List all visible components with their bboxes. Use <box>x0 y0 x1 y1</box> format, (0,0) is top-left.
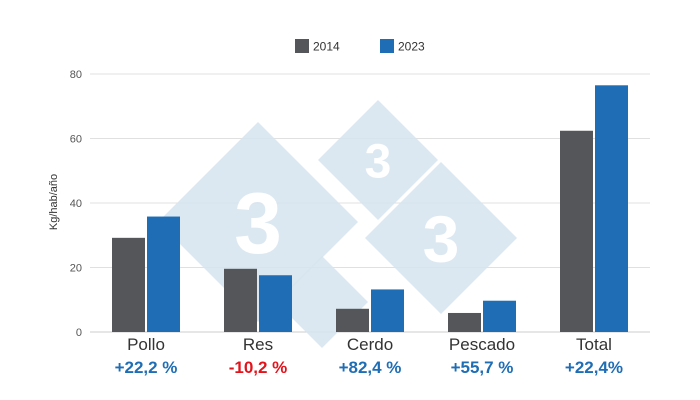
x-category-label: Pescado <box>449 335 515 354</box>
watermark-logo: 333 <box>158 100 517 348</box>
bar-2014-total <box>560 130 593 332</box>
bar-2014-pollo <box>112 237 145 332</box>
y-tick-label: 40 <box>70 198 82 210</box>
bars-group <box>112 85 628 332</box>
change-label: +22,4% <box>565 358 623 377</box>
bar-2014-pescado <box>448 312 481 332</box>
bar-2023-cerdo <box>371 289 404 332</box>
legend-label: 2023 <box>398 40 425 54</box>
x-axis-categories: Pollo Res Cerdo Pescado Total <box>127 335 612 354</box>
watermark-diamond <box>318 100 438 220</box>
y-axis-ticks: 0 20 40 60 80 <box>70 69 82 339</box>
change-labels: +22,2 % -10,2 % +82,4 % +55,7 % +22,4% <box>115 358 624 377</box>
watermark-digit: 3 <box>234 176 282 272</box>
legend: 2014 2023 <box>295 39 425 54</box>
x-category-label: Total <box>576 335 612 354</box>
y-tick-label: 80 <box>70 69 82 81</box>
bar-2014-res <box>224 268 257 332</box>
y-tick-label: 0 <box>76 327 82 339</box>
y-axis-label: Kg/hab/año <box>48 174 60 230</box>
y-tick-label: 20 <box>70 263 82 275</box>
bar-2023-total <box>595 85 628 332</box>
y-tick-label: 60 <box>70 134 82 146</box>
watermark-digit: 3 <box>423 202 460 276</box>
bar-2023-pescado <box>483 300 516 332</box>
watermark-digit: 3 <box>365 135 392 188</box>
bar-2014-cerdo <box>336 308 369 332</box>
legend-swatch-2014 <box>295 39 309 53</box>
bar-2023-res <box>259 275 292 332</box>
change-label: +55,7 % <box>451 358 514 377</box>
x-category-label: Cerdo <box>347 335 393 354</box>
legend-swatch-2023 <box>380 39 394 53</box>
bar-2023-pollo <box>147 216 180 332</box>
change-label: +82,4 % <box>339 358 402 377</box>
x-category-label: Pollo <box>127 335 165 354</box>
legend-label: 2014 <box>313 40 340 54</box>
change-label: -10,2 % <box>229 358 288 377</box>
watermark-diamond <box>365 162 517 314</box>
x-category-label: Res <box>243 335 273 354</box>
change-label: +22,2 % <box>115 358 178 377</box>
